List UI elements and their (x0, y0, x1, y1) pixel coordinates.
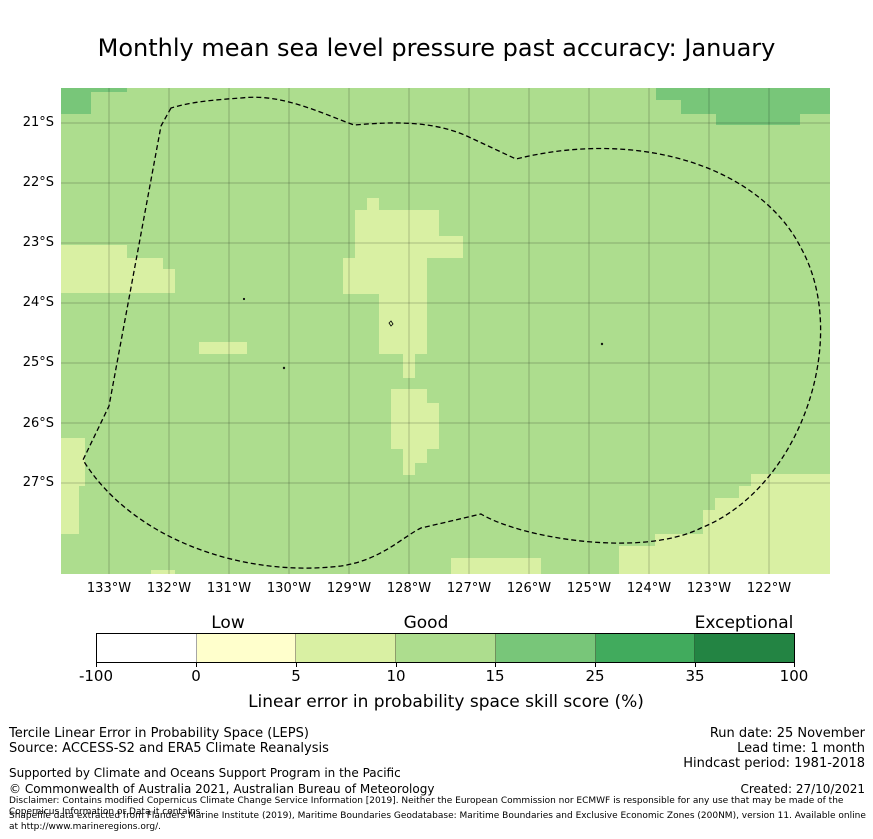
colorbar-segment (695, 634, 795, 662)
colorbar-tick (695, 663, 696, 667)
lon-label: 130°W (266, 581, 312, 596)
colorbar-segment (97, 634, 197, 662)
colorbar-tick-label: -100 (78, 667, 114, 685)
gridlines (61, 88, 830, 574)
lon-label: 133°W (86, 581, 132, 596)
lon-label: 127°W (446, 581, 492, 596)
disclaimer: Disclaimer: Contains modified Copernicus… (9, 796, 844, 817)
colorbar-tick (396, 663, 397, 667)
colorbar-tick (96, 663, 97, 667)
support-note: Supported by Climate and Oceans Support … (9, 766, 401, 780)
colorbar-title: Linear error in probability space skill … (248, 692, 644, 712)
colorbar-tick (794, 663, 795, 667)
eez-boundary (82, 96, 822, 569)
colorbar-tick-label: 35 (685, 667, 705, 685)
colorbar-tick (296, 663, 297, 667)
lat-label: 24°S (22, 295, 54, 310)
lat-label: 25°S (22, 355, 54, 370)
colorbar-segment (196, 634, 297, 662)
colorbar-tick-label: 100 (779, 667, 809, 685)
colorbar-tick (595, 663, 596, 667)
colorbar-tick-label: 15 (485, 667, 505, 685)
skill-map (61, 88, 830, 574)
skill-patches-5-10 (61, 198, 830, 574)
hindcast-period: Hindcast period: 1981-2018 (683, 756, 865, 771)
lon-label: 129°W (326, 581, 372, 596)
colorbar (96, 633, 795, 663)
colorbar-tick-label: 10 (386, 667, 406, 685)
lon-label: 128°W (386, 581, 432, 596)
copyright: © Commonwealth of Australia 2021, Austra… (9, 782, 435, 796)
page-title: Monthly mean sea level pressure past acc… (97, 34, 776, 62)
lon-label: 125°W (566, 581, 612, 596)
source-label: Source: ACCESS-S2 and ERA5 Climate Reana… (9, 741, 329, 756)
category-label-low: Low (211, 613, 245, 633)
colorbar-tick-label: 0 (191, 667, 201, 685)
created-date: Created: 27/10/2021 (740, 782, 865, 796)
lat-label: 21°S (22, 115, 54, 130)
lead-time: Lead time: 1 month (737, 741, 865, 756)
category-label-exceptional: Exceptional (694, 613, 794, 633)
lat-label: 23°S (22, 235, 54, 250)
lat-label: 22°S (22, 175, 54, 190)
lon-label: 131°W (206, 581, 252, 596)
colorbar-segment (595, 634, 696, 662)
map-base-good (61, 88, 830, 574)
run-date: Run date: 25 November (709, 726, 865, 741)
colorbar-tick-label: 5 (291, 667, 301, 685)
shapefile-credit: Shapefile data extracted from Flanders M… (9, 811, 866, 832)
skill-patches-15-25 (61, 88, 830, 125)
colorbar-tick-label: 25 (585, 667, 605, 685)
category-label-good: Good (403, 613, 449, 633)
lat-label: 27°S (22, 475, 54, 490)
leps-label: Tercile Linear Error in Probability Spac… (9, 726, 309, 741)
colorbar-tick (196, 663, 197, 667)
colorbar-segment (495, 634, 596, 662)
colorbar-segment (296, 634, 397, 662)
lon-label: 123°W (686, 581, 732, 596)
lon-label: 122°W (746, 581, 792, 596)
lon-label: 124°W (626, 581, 672, 596)
lon-label: 126°W (506, 581, 552, 596)
lon-label: 132°W (146, 581, 192, 596)
colorbar-segment (396, 634, 496, 662)
colorbar-tick (495, 663, 496, 667)
islands (242, 297, 604, 370)
lat-label: 26°S (22, 416, 54, 431)
